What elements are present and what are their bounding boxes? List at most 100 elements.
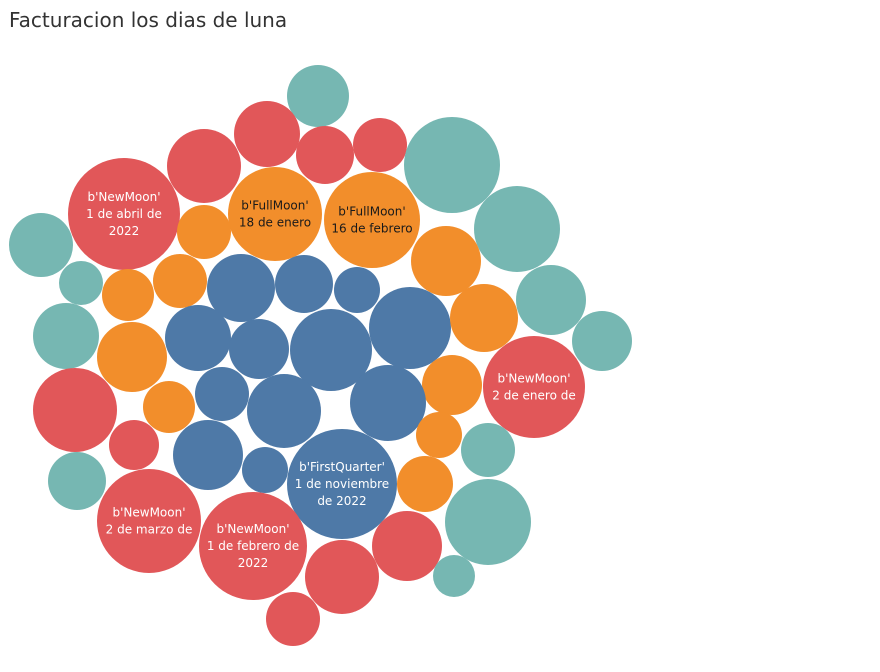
bubble-other-44[interactable] xyxy=(445,479,531,565)
bubble-other-48[interactable] xyxy=(433,555,475,597)
bubble-fullmoon-14[interactable] xyxy=(102,269,154,321)
bubble-other-10[interactable] xyxy=(9,213,73,277)
bubble-fullmoon-7[interactable]: b'FullMoon' 18 de enero xyxy=(228,167,322,261)
bubble-circle[interactable] xyxy=(234,101,300,167)
bubble-fullmoon-21[interactable] xyxy=(450,284,518,352)
bubble-firstquarter-20[interactable] xyxy=(369,287,451,369)
bubble-fullmoon-35[interactable] xyxy=(416,412,462,458)
bubble-circle[interactable] xyxy=(516,265,586,335)
bubble-circle[interactable] xyxy=(445,479,531,565)
bubble-circle[interactable] xyxy=(483,336,585,438)
bubble-newmoon-36[interactable] xyxy=(109,420,159,470)
bubble-circle[interactable] xyxy=(350,365,426,441)
bubble-firstquarter-40[interactable]: b'FirstQuarter' 1 de noviembre de 2022 xyxy=(287,429,397,539)
bubble-newmoon-5[interactable] xyxy=(167,129,241,203)
bubble-newmoon-47[interactable] xyxy=(305,540,379,614)
bubble-newmoon-33[interactable] xyxy=(33,368,117,452)
bubble-other-0[interactable] xyxy=(287,65,349,127)
bubble-circle[interactable] xyxy=(324,172,420,268)
bubble-circle[interactable] xyxy=(97,322,167,392)
bubble-fullmoon-12[interactable] xyxy=(411,226,481,296)
bubble-circle[interactable] xyxy=(153,254,207,308)
bubble-circle[interactable] xyxy=(287,65,349,127)
bubble-circle[interactable] xyxy=(372,511,442,581)
bubble-newmoon-46[interactable] xyxy=(372,511,442,581)
bubble-circle[interactable] xyxy=(404,117,500,213)
bubble-firstquarter-16[interactable] xyxy=(207,254,275,322)
bubble-fullmoon-27[interactable] xyxy=(97,322,167,392)
bubble-circle[interactable] xyxy=(422,355,482,415)
bubble-newmoon-3[interactable] xyxy=(353,118,407,172)
bubble-firstquarter-17[interactable] xyxy=(275,255,333,313)
bubble-circle[interactable] xyxy=(97,469,201,573)
bubble-circle[interactable] xyxy=(572,311,632,371)
bubble-other-19[interactable] xyxy=(516,265,586,335)
bubble-circle[interactable] xyxy=(177,205,231,259)
bubble-fullmoon-15[interactable] xyxy=(153,254,207,308)
bubble-circle[interactable] xyxy=(33,368,117,452)
bubble-circle[interactable] xyxy=(59,261,103,305)
bubble-fullmoon-11[interactable] xyxy=(177,205,231,259)
bubble-firstquarter-31[interactable] xyxy=(195,367,249,421)
bubble-fullmoon-41[interactable] xyxy=(397,456,453,512)
bubble-newmoon-1[interactable] xyxy=(234,101,300,167)
bubble-firstquarter-18[interactable] xyxy=(334,267,380,313)
bubble-circle[interactable] xyxy=(433,555,475,597)
bubble-circle[interactable] xyxy=(229,319,289,379)
bubble-circle[interactable] xyxy=(68,158,180,270)
bubble-circle[interactable] xyxy=(369,287,451,369)
bubble-circle[interactable] xyxy=(195,367,249,421)
bubble-other-39[interactable] xyxy=(461,423,515,477)
bubble-circle[interactable] xyxy=(461,423,515,477)
bubble-circle[interactable] xyxy=(247,374,321,448)
bubble-firstquarter-30[interactable] xyxy=(350,365,426,441)
bubble-firstquarter-23[interactable] xyxy=(165,305,231,371)
bubble-circle[interactable] xyxy=(416,412,462,458)
bubble-firstquarter-24[interactable] xyxy=(229,319,289,379)
bubble-circle[interactable] xyxy=(109,420,159,470)
bubble-newmoon-2[interactable] xyxy=(296,126,354,184)
bubble-other-13[interactable] xyxy=(59,261,103,305)
bubble-other-9[interactable] xyxy=(474,186,560,272)
bubble-circle[interactable] xyxy=(275,255,333,313)
bubble-circle[interactable] xyxy=(266,592,320,646)
bubble-circle[interactable] xyxy=(33,303,99,369)
bubble-circle[interactable] xyxy=(450,284,518,352)
bubble-circle[interactable] xyxy=(242,447,288,493)
bubble-circle[interactable] xyxy=(165,305,231,371)
bubble-newmoon-45[interactable]: b'NewMoon' 1 de febrero de 2022 xyxy=(199,492,307,600)
bubble-circle[interactable] xyxy=(102,269,154,321)
bubble-other-42[interactable] xyxy=(48,452,106,510)
bubble-other-4[interactable] xyxy=(404,117,500,213)
bubble-circle[interactable] xyxy=(173,420,243,490)
bubble-circle[interactable] xyxy=(199,492,307,600)
bubble-newmoon-49[interactable] xyxy=(266,592,320,646)
bubble-fullmoon-34[interactable] xyxy=(143,381,195,433)
bubble-circle[interactable] xyxy=(474,186,560,272)
bubble-circle[interactable] xyxy=(228,167,322,261)
bubble-newmoon-6[interactable]: b'NewMoon' 1 de abril de 2022 xyxy=(68,158,180,270)
bubble-circle[interactable] xyxy=(397,456,453,512)
bubble-firstquarter-37[interactable] xyxy=(173,420,243,490)
bubble-circle[interactable] xyxy=(411,226,481,296)
bubble-firstquarter-38[interactable] xyxy=(242,447,288,493)
bubble-circle[interactable] xyxy=(287,429,397,539)
bubble-circle[interactable] xyxy=(290,309,372,391)
bubble-firstquarter-25[interactable] xyxy=(290,309,372,391)
bubble-newmoon-28[interactable]: b'NewMoon' 2 de enero de xyxy=(483,336,585,438)
bubble-fullmoon-29[interactable] xyxy=(422,355,482,415)
bubble-newmoon-43[interactable]: b'NewMoon' 2 de marzo de xyxy=(97,469,201,573)
bubble-circle[interactable] xyxy=(143,381,195,433)
bubble-firstquarter-32[interactable] xyxy=(247,374,321,448)
bubble-circle[interactable] xyxy=(334,267,380,313)
bubble-fullmoon-8[interactable]: b'FullMoon' 16 de febrero xyxy=(324,172,420,268)
bubble-other-26[interactable] xyxy=(572,311,632,371)
bubble-circle[interactable] xyxy=(9,213,73,277)
bubble-other-22[interactable] xyxy=(33,303,99,369)
bubble-circle[interactable] xyxy=(353,118,407,172)
bubble-circle[interactable] xyxy=(167,129,241,203)
bubble-circle[interactable] xyxy=(207,254,275,322)
bubble-circle[interactable] xyxy=(296,126,354,184)
bubble-circle[interactable] xyxy=(48,452,106,510)
bubble-circle[interactable] xyxy=(305,540,379,614)
